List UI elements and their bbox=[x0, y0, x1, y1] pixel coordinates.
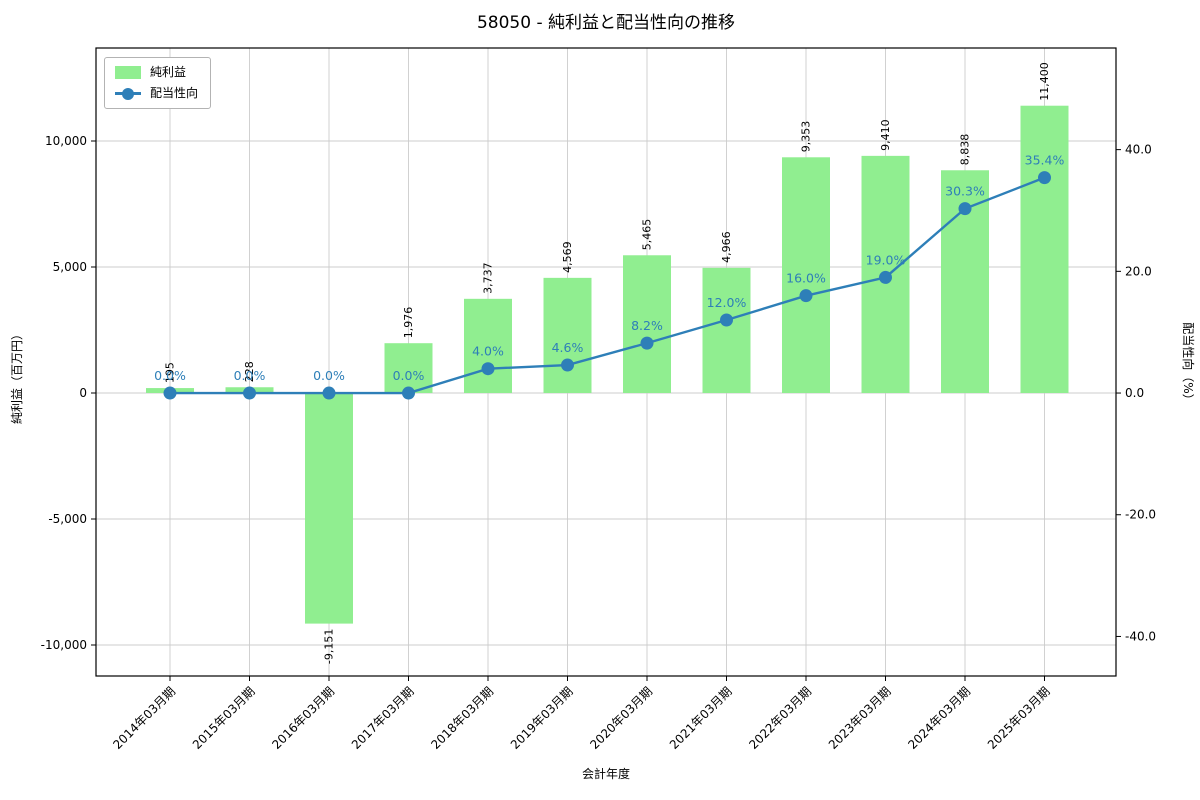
x-tick-label: 2022年03月期 bbox=[746, 684, 814, 752]
payout-line bbox=[170, 176, 1045, 395]
bar bbox=[1020, 105, 1069, 393]
payout-value-label: 35.4% bbox=[1025, 153, 1065, 168]
payout-value-label: 4.6% bbox=[552, 340, 584, 355]
payout-value-label: 12.0% bbox=[707, 295, 747, 310]
bar bbox=[384, 343, 433, 393]
plot-border bbox=[95, 47, 1117, 677]
bar-value-label: 4,569 bbox=[561, 241, 574, 273]
x-tick-label: 2017年03月期 bbox=[349, 684, 417, 752]
x-tick-label: 2023年03月期 bbox=[826, 684, 894, 752]
plot-area: 195 228 -9,151 1,976 3,737 4,569 5,465 4,966 9,3… bbox=[41, 47, 1156, 752]
x-tick-label: 2014年03月期 bbox=[110, 684, 178, 752]
bar-value-label: 9,410 bbox=[879, 119, 892, 151]
line-marker bbox=[958, 202, 972, 216]
right-tick-label: 40.0 bbox=[1125, 143, 1152, 157]
line-marker bbox=[481, 362, 495, 376]
bar-value-label: 195 bbox=[164, 362, 177, 383]
payout-value-label: 0.0% bbox=[154, 368, 186, 383]
bar-value-label: 5,465 bbox=[641, 219, 654, 251]
bar bbox=[623, 255, 671, 393]
bar-value-label: 1,976 bbox=[402, 307, 415, 339]
bar-value-label: 3,737 bbox=[482, 262, 495, 294]
line-marker bbox=[799, 289, 813, 303]
line-marker bbox=[720, 313, 733, 327]
right-tick-label: 0.0 bbox=[1125, 386, 1144, 400]
legend-item-payout-ratio: 配当性向 bbox=[115, 87, 198, 100]
x-tick-label: 2021年03月期 bbox=[667, 684, 735, 752]
bar bbox=[543, 277, 592, 393]
line-marker bbox=[561, 358, 574, 372]
bar bbox=[464, 298, 512, 393]
payout-value-label: 19.0% bbox=[866, 252, 906, 267]
x-tick-label: 2019年03月期 bbox=[508, 684, 576, 752]
payout-value-label: 0.0% bbox=[313, 368, 345, 383]
line-marker bbox=[1038, 171, 1051, 185]
payout-value-label: 0.0% bbox=[393, 368, 425, 383]
line-marker bbox=[879, 270, 892, 284]
right-axis-label: 配当性向（%） bbox=[1181, 322, 1196, 405]
line-marker bbox=[322, 386, 336, 400]
x-tick-label: 2018年03月期 bbox=[428, 684, 496, 752]
x-tick-label: 2020年03月期 bbox=[587, 684, 655, 752]
x-tick-label: 2015年03月期 bbox=[190, 684, 258, 752]
x-axis-label: 会計年度 bbox=[582, 766, 630, 781]
payout-value-label: 16.0% bbox=[786, 271, 826, 286]
bar-value-label: 8,838 bbox=[959, 134, 972, 166]
left-tick-label: -5,000 bbox=[48, 512, 87, 526]
bar-value-label: -9,151 bbox=[323, 629, 336, 664]
line-marker bbox=[640, 336, 654, 350]
legend-label-payout-ratio: 配当性向 bbox=[150, 86, 199, 100]
line-marker bbox=[163, 386, 177, 400]
right-tick-label: 20.0 bbox=[1125, 264, 1152, 278]
payout-value-label: 0.0% bbox=[234, 368, 266, 383]
bar bbox=[702, 267, 751, 393]
left-tick-label: 5,000 bbox=[53, 260, 87, 274]
legend: 純利益 配当性向 bbox=[104, 57, 212, 109]
x-tick-label: 2025年03月期 bbox=[985, 684, 1053, 752]
bar-swatch-icon bbox=[115, 66, 141, 79]
line-marker bbox=[243, 386, 256, 400]
right-tick-label: -40.0 bbox=[1125, 629, 1156, 643]
left-axis-label: 純利益（百万円） bbox=[10, 328, 24, 424]
payout-value-label: 8.2% bbox=[631, 318, 663, 333]
bar-value-label: 228 bbox=[243, 361, 256, 382]
x-tick-label: 2024年03月期 bbox=[905, 684, 973, 752]
bar-value-label: 4,966 bbox=[720, 231, 733, 263]
left-tick-label: -10,000 bbox=[41, 638, 87, 652]
x-tick-label: 2016年03月期 bbox=[269, 684, 337, 752]
payout-value-label: 30.3% bbox=[945, 184, 985, 199]
line-marker bbox=[402, 386, 415, 400]
payout-value-label: 4.0% bbox=[472, 344, 504, 359]
chart-title: 58050 - 純利益と配当性向の推移 bbox=[477, 13, 735, 33]
legend-label-net-profit: 純利益 bbox=[150, 65, 187, 79]
bar-value-label: 9,353 bbox=[800, 121, 813, 153]
line-swatch-icon bbox=[115, 87, 141, 100]
right-tick-label: -20.0 bbox=[1125, 508, 1156, 522]
bar-value-label: 11,400 bbox=[1038, 62, 1051, 101]
bar bbox=[305, 392, 353, 624]
left-tick-label: 0 bbox=[79, 386, 87, 400]
bar bbox=[782, 157, 830, 393]
left-tick-label: 10,000 bbox=[45, 134, 87, 148]
legend-item-net-profit: 純利益 bbox=[115, 66, 198, 79]
